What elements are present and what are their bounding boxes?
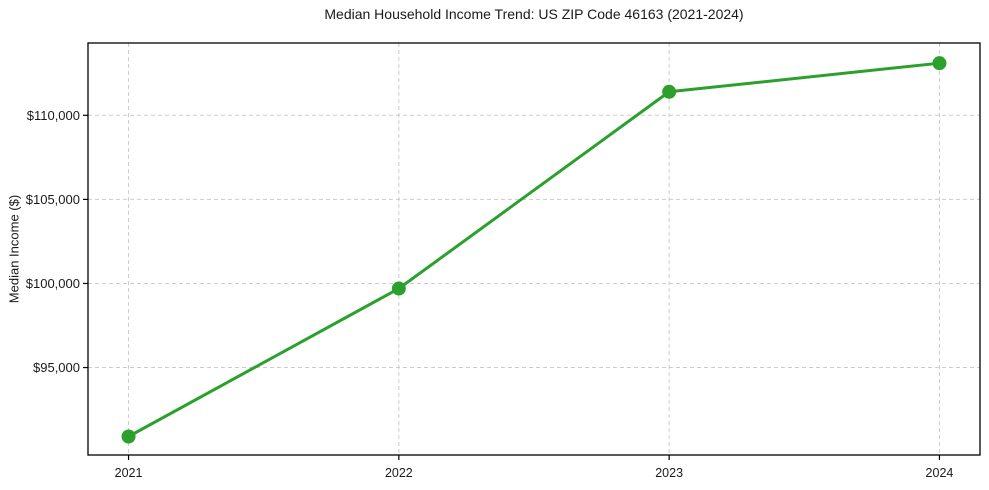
y-tick-label: $95,000	[33, 360, 80, 375]
data-point-2024	[932, 56, 947, 71]
x-tick-label: 2021	[115, 466, 143, 480]
data-point-2023	[662, 84, 677, 99]
data-point-2021	[121, 429, 136, 444]
data-point-2022	[391, 281, 406, 296]
plot-border	[87, 42, 981, 456]
trend-line	[127, 61, 941, 439]
x-tick-label: 2024	[926, 466, 954, 480]
chart-title: Median Household Income Trend: US ZIP Co…	[324, 6, 744, 22]
y-tick-label: $100,000	[26, 276, 80, 291]
x-tick-label: 2022	[385, 466, 413, 480]
y-tick-label: $105,000	[26, 192, 80, 207]
x-tick-label: 2023	[655, 466, 683, 480]
y-tick-label: $110,000	[27, 108, 80, 123]
